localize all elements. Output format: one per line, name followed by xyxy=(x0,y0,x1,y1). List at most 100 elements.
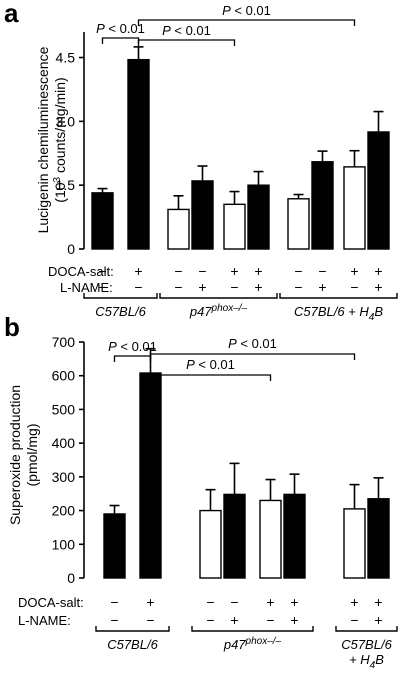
bar xyxy=(259,499,282,579)
group-label: C57BL/6 xyxy=(107,637,158,652)
doca-marker: + xyxy=(230,263,238,279)
panel-a-ylabel: Lucigenin chemiluminescence xyxy=(35,46,51,233)
lname-marker: + xyxy=(318,279,326,295)
doca-marker: + xyxy=(374,594,382,610)
doca-marker: − xyxy=(110,594,118,610)
group-bracket xyxy=(335,626,398,632)
bar xyxy=(223,203,246,250)
bar xyxy=(367,498,390,579)
y-tick-label: 600 xyxy=(52,368,76,384)
lname-marker: − xyxy=(230,279,238,295)
panel-b-chart: b Superoxide production (pmol/mg) 0 100 20… xyxy=(4,312,398,671)
group-bracket xyxy=(95,626,170,632)
group-label: C57BL/6 + H4B xyxy=(294,304,383,323)
y-tick-label: 0 xyxy=(67,241,75,257)
y-tick-label: 100 xyxy=(52,536,76,552)
significance-label: P < 0.01 xyxy=(108,339,157,354)
y-tick-label: 1.5 xyxy=(56,177,76,193)
doca-marker: − xyxy=(174,263,182,279)
lname-marker: + xyxy=(374,612,382,628)
lname-marker: − xyxy=(174,279,182,295)
significance-bracket xyxy=(137,19,356,26)
bar xyxy=(191,180,214,250)
panel-a-letter: a xyxy=(4,0,19,28)
bar xyxy=(91,192,114,250)
group-label: p47phox–/– xyxy=(223,636,282,652)
lname-marker: − xyxy=(110,612,118,628)
doca-marker: − xyxy=(206,594,214,610)
doca-marker: + xyxy=(350,594,358,610)
bar xyxy=(223,493,246,579)
lname-marker: − xyxy=(294,279,302,295)
lname-marker: + xyxy=(254,279,262,295)
y-tick-label: 0 xyxy=(67,570,75,586)
lname-marker: − xyxy=(350,612,358,628)
significance-bracket xyxy=(149,374,272,381)
group-label: C57BL/6 xyxy=(341,637,392,652)
lname-marker: − xyxy=(266,612,274,628)
bar xyxy=(139,372,162,579)
doca-marker: + xyxy=(134,263,142,279)
bar xyxy=(167,208,190,250)
y-tick-label: 500 xyxy=(52,401,76,417)
y-tick-label: 200 xyxy=(52,503,76,519)
doca-marker: + xyxy=(350,263,358,279)
bar xyxy=(287,198,310,250)
lname-marker: − xyxy=(350,279,358,295)
bar xyxy=(343,508,366,579)
lname-marker: − xyxy=(206,612,214,628)
lname-marker: − xyxy=(146,612,154,628)
panel-b-ylabel-units: (pmol/mg) xyxy=(24,423,40,486)
panel-b-ylabel: Superoxide production xyxy=(7,385,23,525)
y-tick-label: 4.5 xyxy=(56,50,76,66)
bar xyxy=(283,493,306,579)
lname-marker: + xyxy=(230,612,238,628)
lname-marker: + xyxy=(374,279,382,295)
group-label: C57BL/6 xyxy=(95,304,146,319)
lname-marker: + xyxy=(198,279,206,295)
group-bracket xyxy=(159,293,278,299)
doca-marker: + xyxy=(254,263,262,279)
group-bracket xyxy=(83,293,158,299)
significance-bracket xyxy=(149,353,356,360)
bar xyxy=(127,58,150,250)
doca-marker: − xyxy=(318,263,326,279)
lname-marker: − xyxy=(98,279,106,295)
row-label-lname: L-NAME: xyxy=(18,613,71,628)
bar xyxy=(311,161,334,250)
doca-marker: + xyxy=(290,594,298,610)
doca-marker: − xyxy=(294,263,302,279)
bar xyxy=(367,131,390,250)
doca-marker: + xyxy=(146,594,154,610)
row-label-doca: DOCA-salt: xyxy=(48,264,114,279)
panel-a-chart: a Lucigenin chemiluminescence (103 count… xyxy=(4,0,398,323)
significance-label: P < 0.01 xyxy=(222,3,271,18)
significance-bracket xyxy=(101,37,140,44)
lname-marker: − xyxy=(134,279,142,295)
row-label-doca: DOCA-salt: xyxy=(18,595,84,610)
y-tick-label: 700 xyxy=(52,334,76,350)
panel-a-ylabel-units: (103 counts/mg/min) xyxy=(52,77,68,202)
doca-marker: − xyxy=(230,594,238,610)
bar xyxy=(199,509,222,579)
lname-marker: + xyxy=(290,612,298,628)
significance-label: P < 0.01 xyxy=(186,357,235,372)
group-bracket xyxy=(191,626,314,632)
bar xyxy=(247,184,270,250)
significance-label: P < 0.01 xyxy=(162,23,211,38)
doca-marker: + xyxy=(374,263,382,279)
significance-bracket xyxy=(113,355,152,362)
group-label-line2: + H4B xyxy=(349,652,384,671)
significance-label: P < 0.01 xyxy=(96,21,145,36)
significance-bracket xyxy=(137,39,236,46)
doca-marker: − xyxy=(198,263,206,279)
bar xyxy=(343,166,366,250)
group-bracket xyxy=(279,293,398,299)
significance-label: P < 0.01 xyxy=(228,336,277,351)
doca-marker: + xyxy=(266,594,274,610)
y-tick-label: 3.0 xyxy=(56,113,76,129)
bar xyxy=(103,513,126,579)
y-tick-label: 400 xyxy=(52,435,76,451)
row-label-lname: L-NAME: xyxy=(60,280,113,295)
